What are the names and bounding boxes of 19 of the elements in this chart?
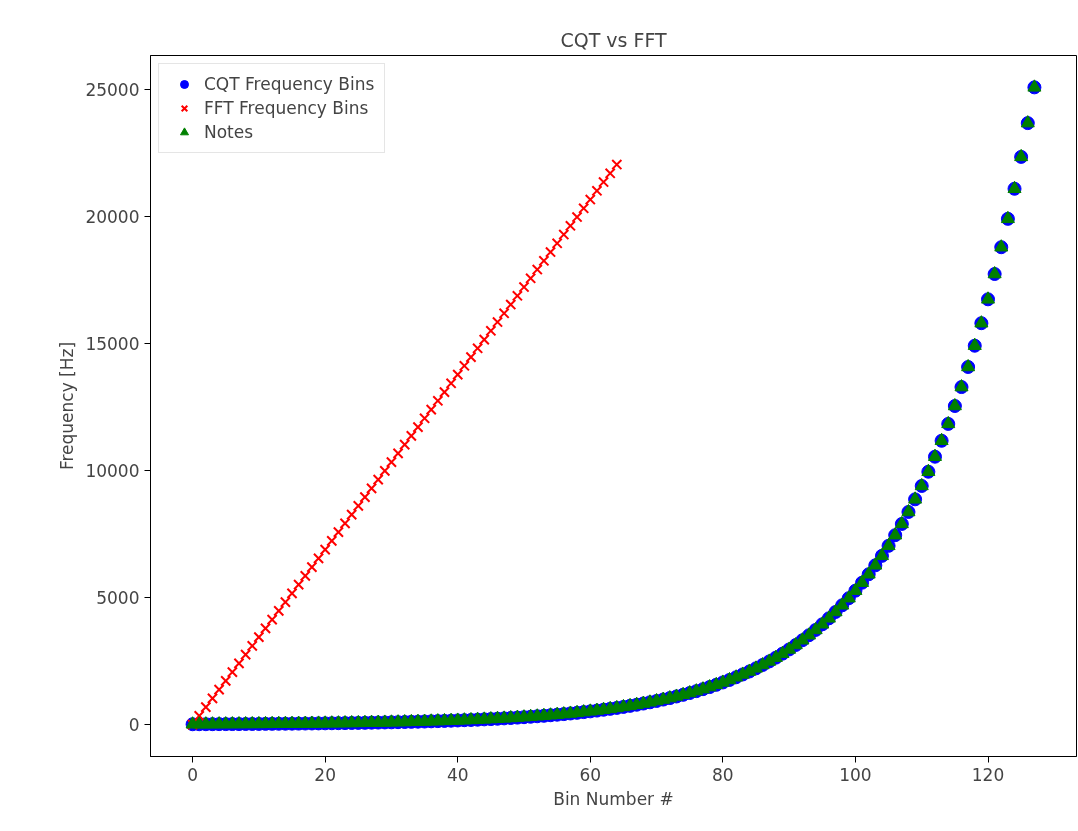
chart-title: CQT vs FFT	[560, 28, 667, 51]
y-tick-label: 25000	[85, 80, 140, 101]
x-tick-label: 120	[971, 764, 1005, 785]
x-tick-label: 60	[579, 764, 602, 785]
y-axis-title: Frequency [Hz]	[57, 341, 78, 471]
legend-label: CQT Frequency Bins	[204, 74, 375, 94]
legend-label: Notes	[204, 122, 254, 142]
y-tick-label: 15000	[85, 334, 140, 355]
x-tick-label: 40	[446, 764, 469, 785]
x-tick-label: 0	[187, 764, 199, 785]
y-tick-label: 5000	[96, 588, 140, 609]
x-tick-label: 80	[712, 764, 734, 785]
y-tick-label: 20000	[85, 207, 140, 228]
y-tick-label: 0	[128, 715, 140, 736]
y-tick-label: 10000	[85, 461, 140, 482]
x-tick-label: 20	[314, 764, 336, 785]
legend-label: FFT Frequency Bins	[204, 98, 369, 118]
x-tick-label: 100	[839, 764, 872, 785]
x-axis-title: Bin Number #	[553, 788, 674, 809]
